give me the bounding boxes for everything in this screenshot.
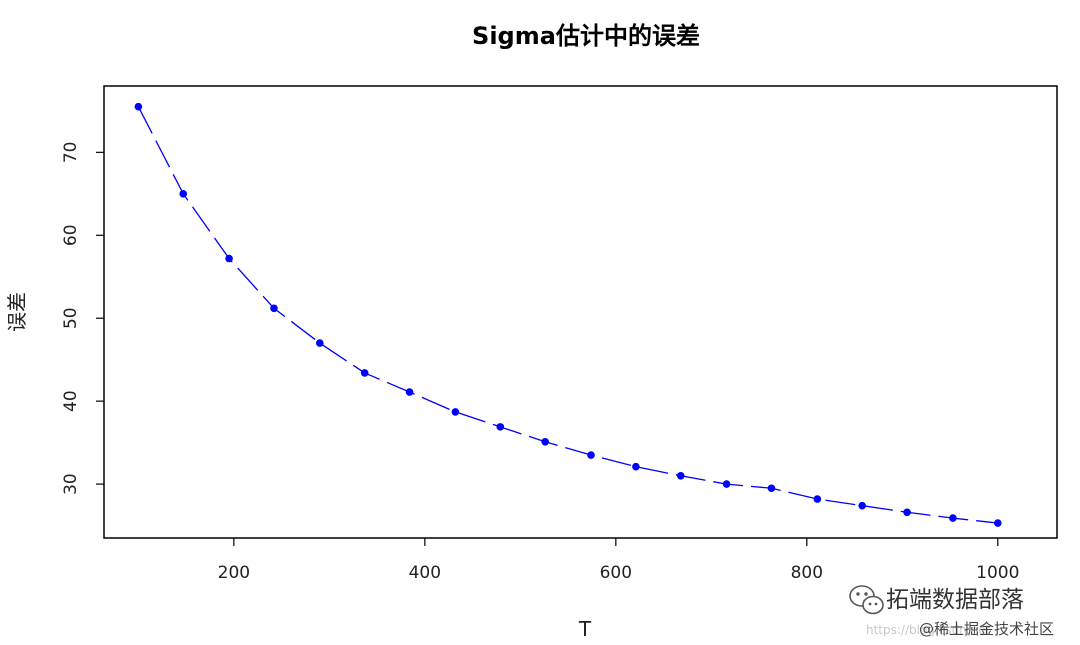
data-point (179, 190, 188, 198)
y-axis: 30 40 50 60 70 (61, 142, 104, 495)
data-point (949, 514, 957, 522)
data-point (858, 501, 866, 510)
data-point (903, 508, 911, 517)
series-layer (134, 102, 1002, 527)
x-axis-label: T (578, 617, 592, 641)
series-line (137, 106, 998, 524)
wechat-logo-icon (849, 585, 884, 615)
x-tick-label: 800 (791, 563, 823, 583)
y-tick-label: 30 (61, 473, 81, 495)
y-axis-label: 误差 (5, 292, 29, 332)
watermark-brand: 拓端数据部落 (886, 587, 1024, 613)
x-tick-label: 600 (600, 563, 632, 583)
data-point (496, 423, 505, 431)
data-point (676, 471, 685, 480)
data-point (813, 495, 822, 503)
watermark-platform: @稀土掘金技术社区 (919, 620, 1054, 638)
y-tick-label: 40 (61, 390, 81, 412)
data-point (451, 408, 460, 416)
data-point (722, 480, 731, 488)
y-tick-label: 70 (61, 142, 81, 164)
data-point (587, 451, 595, 459)
data-point (134, 102, 143, 111)
data-point (405, 388, 414, 396)
watermark: 拓端数据部落 https://blog.csdn.net @稀土掘金技术社区 (849, 585, 1054, 638)
chart-title: Sigma估计中的误差 (472, 22, 700, 50)
data-point (767, 484, 776, 493)
x-tick-label: 200 (218, 563, 250, 583)
x-tick-label: 1000 (976, 563, 1019, 583)
y-tick-label: 60 (61, 224, 81, 246)
plot-frame (103, 85, 1058, 539)
data-point (541, 437, 549, 446)
x-axis: 200 400 600 800 1000 (218, 538, 1019, 583)
data-point (225, 254, 233, 263)
watermark-url: https://blog.csdn.net (866, 623, 991, 637)
y-tick-label: 50 (61, 307, 81, 329)
data-point (632, 462, 640, 471)
data-point (316, 339, 324, 347)
x-tick-label: 400 (409, 563, 441, 583)
data-point (360, 369, 369, 377)
data-point (993, 519, 1002, 527)
data-point (270, 304, 278, 313)
